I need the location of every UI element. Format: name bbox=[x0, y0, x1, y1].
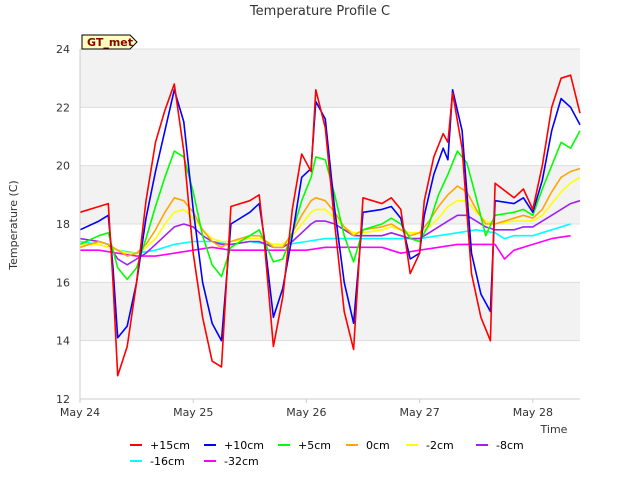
legend-label: +15cm bbox=[150, 439, 190, 452]
gt-met-badge: GT_met bbox=[81, 34, 138, 50]
y-tick-label: 24 bbox=[56, 43, 70, 56]
grid-band bbox=[80, 49, 580, 108]
x-tick-label: May 28 bbox=[513, 406, 553, 419]
legend-label: -16cm bbox=[150, 455, 185, 468]
y-tick-label: 20 bbox=[56, 160, 70, 173]
x-tick-label: May 27 bbox=[399, 406, 439, 419]
grid-band bbox=[80, 282, 580, 341]
y-tick-label: 12 bbox=[56, 393, 70, 406]
legend-label: -2cm bbox=[426, 439, 454, 452]
legend-label: +5cm bbox=[298, 439, 331, 452]
legend-label: +10cm bbox=[224, 439, 264, 452]
legend-label: -32cm bbox=[224, 455, 259, 468]
y-tick-label: 16 bbox=[56, 276, 70, 289]
x-tick-label: May 24 bbox=[60, 406, 100, 419]
chart-title: Temperature Profile C bbox=[249, 4, 390, 19]
y-tick-labels: 12 14 16 18 20 22 24 bbox=[56, 43, 70, 406]
legend-label: 0cm bbox=[366, 439, 390, 452]
y-tick-label: 14 bbox=[56, 335, 70, 348]
series-line-15cm bbox=[79, 74, 581, 377]
series-line-16cm bbox=[79, 223, 571, 254]
x-tick-labels: May 24 May 25 May 26 May 27 May 28 bbox=[60, 406, 553, 419]
badge-label: GT_met bbox=[87, 36, 133, 49]
series-line-32cm bbox=[80, 234, 571, 260]
x-tick-label: May 26 bbox=[286, 406, 326, 419]
grid-bands bbox=[80, 49, 580, 341]
series-layer bbox=[79, 74, 581, 377]
y-tick-label: 18 bbox=[56, 218, 70, 231]
y-tick-label: 22 bbox=[56, 101, 70, 114]
axes bbox=[79, 49, 580, 403]
x-tick-label: May 25 bbox=[173, 406, 213, 419]
badge-box bbox=[81, 34, 138, 50]
legend-label: -8cm bbox=[496, 439, 524, 452]
y-axis-label: Temperature (C) bbox=[7, 180, 20, 270]
legend: +15cm +10cm +5cm 0cm -2cm -8cm -16cm -32cm bbox=[130, 439, 524, 468]
x-axis-label: Time bbox=[540, 423, 568, 436]
